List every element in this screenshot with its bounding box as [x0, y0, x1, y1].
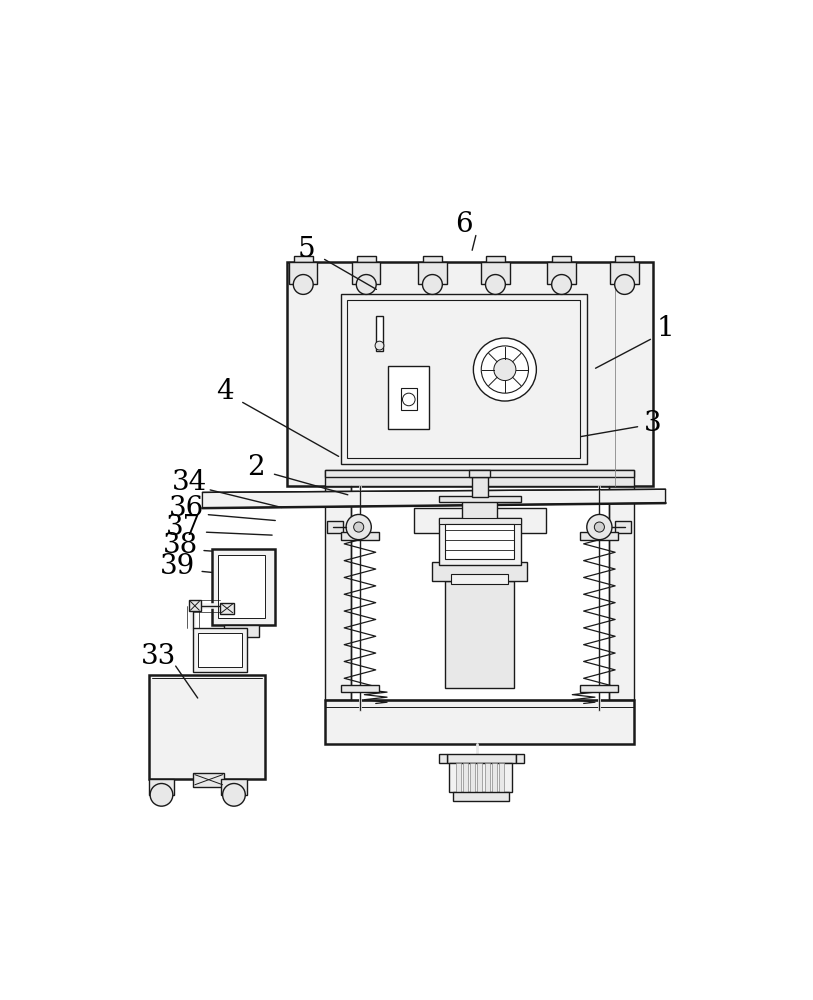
Bar [193, 773, 224, 787]
Bar [462, 499, 497, 521]
Text: 6: 6 [455, 211, 472, 238]
Bar [516, 754, 524, 763]
Bar [288, 262, 653, 486]
Circle shape [473, 338, 537, 401]
Bar [499, 763, 504, 792]
Bar [341, 685, 379, 692]
Bar [615, 521, 631, 533]
Bar [486, 256, 505, 262]
Text: 33: 33 [141, 643, 176, 670]
Bar [423, 256, 442, 262]
Bar [615, 256, 634, 262]
Bar [357, 256, 376, 262]
Bar [418, 262, 446, 284]
Bar [456, 763, 461, 792]
Bar [433, 562, 527, 581]
Bar [389, 366, 429, 429]
Bar [325, 700, 634, 744]
Bar [149, 675, 265, 779]
Circle shape [493, 359, 516, 381]
Circle shape [223, 783, 246, 806]
Bar [325, 470, 634, 486]
Bar [193, 628, 246, 672]
Text: 5: 5 [298, 236, 315, 263]
Bar [445, 524, 515, 559]
Bar [401, 388, 417, 410]
Circle shape [356, 275, 376, 294]
Text: 38: 38 [163, 532, 198, 559]
Bar [218, 555, 265, 618]
Text: 3: 3 [644, 410, 662, 437]
Bar [469, 470, 489, 477]
Bar [609, 486, 634, 700]
Bar [212, 549, 275, 625]
Bar [439, 518, 520, 524]
Circle shape [375, 341, 384, 350]
Bar [611, 262, 639, 284]
Circle shape [552, 275, 572, 294]
Bar [220, 603, 234, 614]
Bar [439, 754, 447, 763]
Circle shape [293, 275, 313, 294]
Bar [327, 521, 343, 533]
Bar [450, 763, 512, 792]
Circle shape [402, 393, 415, 406]
Circle shape [354, 522, 363, 532]
Bar [552, 256, 571, 262]
Bar [447, 754, 516, 763]
Circle shape [423, 275, 442, 294]
Bar [547, 262, 576, 284]
Bar [376, 316, 383, 351]
Bar [224, 625, 259, 637]
Text: 37: 37 [166, 514, 202, 541]
Bar [189, 600, 201, 611]
Bar [451, 574, 508, 584]
Text: 2: 2 [247, 454, 265, 481]
Bar [439, 496, 520, 502]
Bar [221, 779, 246, 795]
Text: 34: 34 [172, 469, 207, 496]
Bar [453, 792, 509, 801]
Circle shape [346, 514, 372, 540]
Polygon shape [202, 489, 666, 508]
Circle shape [485, 275, 506, 294]
Circle shape [587, 514, 612, 540]
Bar [492, 763, 497, 792]
Bar [445, 533, 515, 546]
Text: 4: 4 [215, 378, 233, 405]
Bar [352, 262, 380, 284]
Bar [414, 508, 546, 533]
Bar [325, 486, 350, 700]
Bar [580, 532, 619, 540]
Bar [325, 470, 634, 477]
Bar [463, 763, 468, 792]
Bar [341, 294, 587, 464]
Bar [149, 779, 174, 795]
Circle shape [594, 522, 604, 532]
Circle shape [615, 275, 634, 294]
Bar [289, 262, 317, 284]
Circle shape [481, 346, 528, 393]
Bar [470, 763, 475, 792]
Text: 39: 39 [159, 553, 195, 580]
Bar [485, 763, 489, 792]
Bar [472, 477, 488, 497]
Bar [198, 633, 241, 667]
Bar [580, 685, 619, 692]
Bar [439, 518, 520, 565]
Bar [341, 532, 379, 540]
Bar [481, 262, 510, 284]
Bar [477, 763, 482, 792]
Circle shape [150, 783, 173, 806]
Bar [293, 256, 313, 262]
Text: 1: 1 [657, 315, 675, 342]
Bar [445, 581, 515, 688]
Bar [347, 300, 580, 458]
Text: 36: 36 [169, 495, 204, 522]
